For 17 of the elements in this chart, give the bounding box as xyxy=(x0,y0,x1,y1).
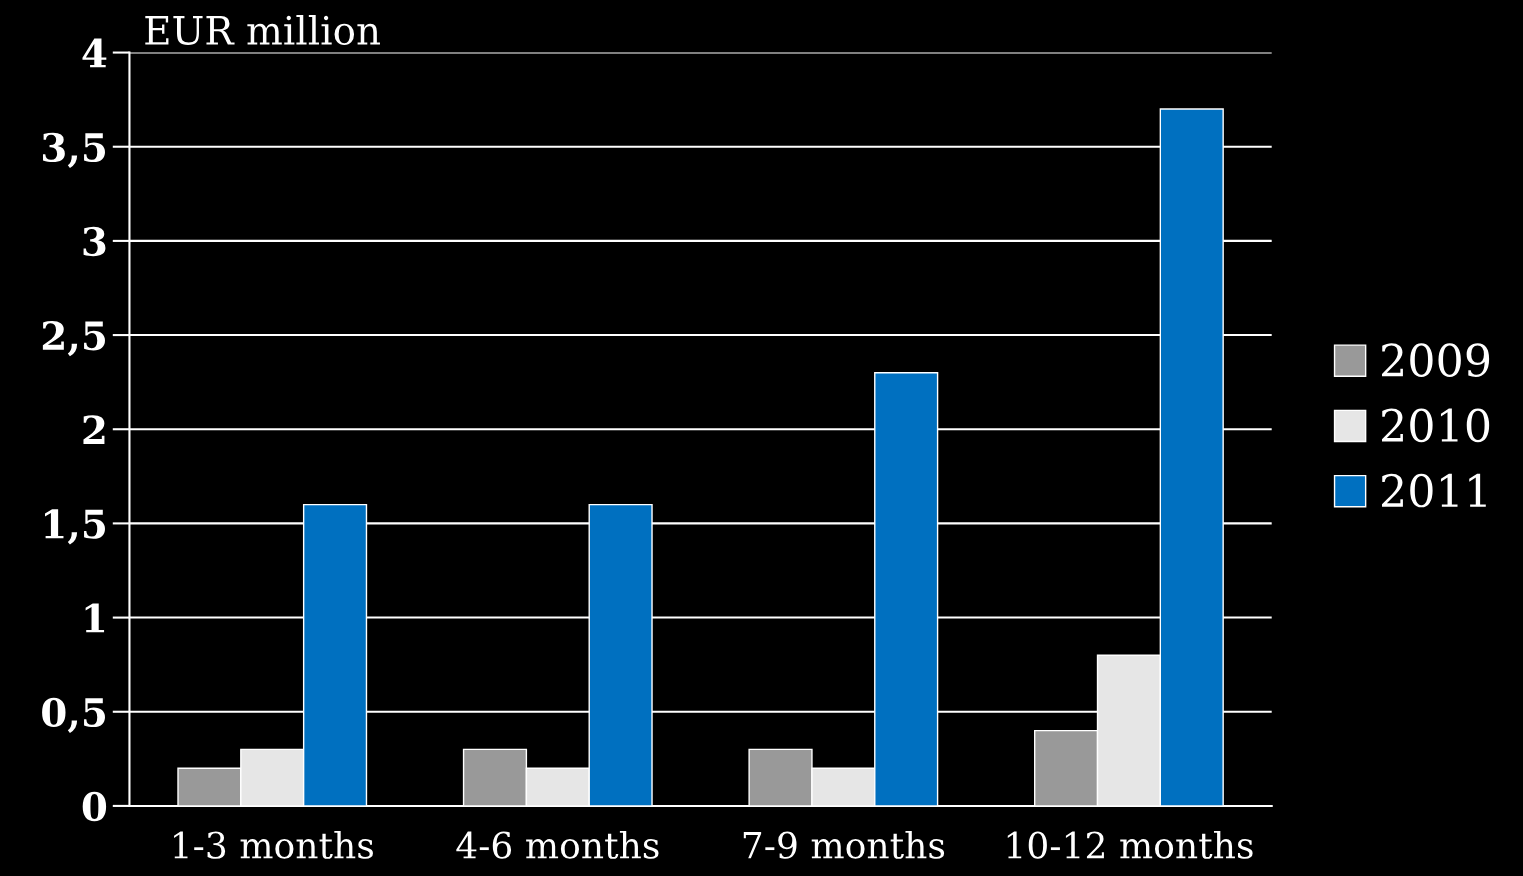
x-tick-label: 7-9 months xyxy=(743,830,945,859)
legend-label: 2010 xyxy=(1382,408,1490,443)
y-tick-label: 3,5 xyxy=(42,132,105,168)
x-tick-label: 10-12 months xyxy=(1007,830,1253,859)
y-tick-label: 4 xyxy=(82,38,107,68)
legend-label: 2009 xyxy=(1382,343,1490,377)
y-tick-label: 3 xyxy=(83,226,106,257)
y-axis-title: EUR million xyxy=(145,14,380,46)
x-tick-label: 1-3 months xyxy=(174,830,373,859)
x-tick-label: 4-6 months xyxy=(456,830,659,859)
y-tick-label: 1 xyxy=(85,603,105,633)
y-tick-label: 2 xyxy=(83,415,105,445)
legend-label: 2011 xyxy=(1382,473,1486,508)
y-tick-label: 0 xyxy=(82,791,107,822)
y-tick-label: 2,5 xyxy=(42,320,105,357)
y-tick-label: 1,5 xyxy=(45,509,105,545)
y-tick-label: 0,5 xyxy=(42,697,105,733)
